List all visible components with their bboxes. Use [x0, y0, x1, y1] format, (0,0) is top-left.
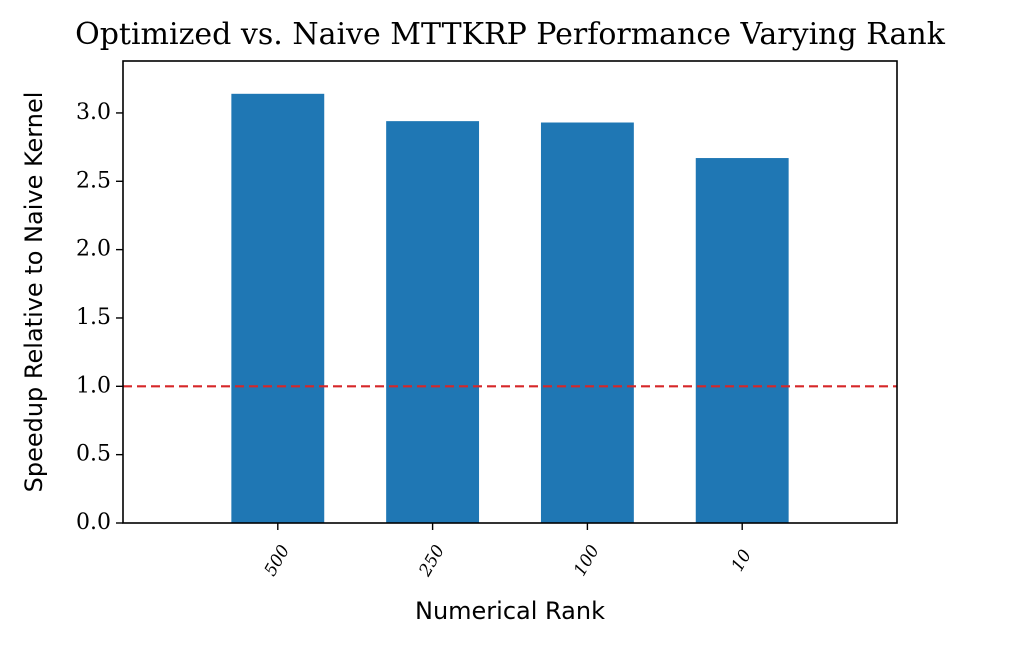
- plot-frame: [122, 60, 898, 524]
- x-tick-label: 10: [728, 546, 756, 575]
- y-tick-label: 2.5: [76, 168, 111, 193]
- bar-250: [386, 121, 480, 523]
- y-axis-label: Speedup Relative to Naive Kernel: [20, 92, 48, 493]
- bars-layer: [231, 93, 789, 523]
- y-tick-label: 2.0: [76, 237, 111, 262]
- x-axis: 500 250 100 10: [261, 523, 756, 581]
- bar-10: [695, 158, 789, 523]
- y-tick-label: 3.0: [76, 100, 111, 125]
- y-tick-label: 1.0: [76, 373, 111, 398]
- y-tick-label: 1.5: [76, 305, 111, 330]
- x-tick-label: 100: [570, 542, 604, 580]
- y-tick-label: 0.0: [76, 510, 111, 535]
- x-tick-label: 250: [415, 542, 449, 581]
- y-axis: 0.0 0.5 1.0 1.5 2.0 2.5 3.0: [76, 100, 123, 535]
- y-tick-label: 0.5: [76, 442, 111, 467]
- chart-title: Optimized vs. Naive MTTKRP Performance V…: [75, 17, 946, 52]
- bar-500: [231, 93, 325, 523]
- x-axis-label: Numerical Rank: [415, 597, 605, 625]
- bar-100: [540, 122, 634, 523]
- x-tick-label: 500: [261, 542, 295, 580]
